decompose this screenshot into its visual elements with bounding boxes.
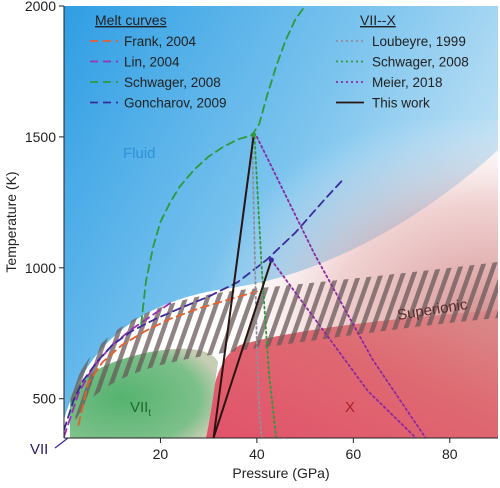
x-tick-label: 20 — [153, 446, 169, 462]
series-line-2 — [140, 6, 307, 326]
legend-entry-label: Schwager, 2008 — [372, 55, 469, 70]
hatch-stripe — [0, 260, 34, 430]
series-line-5 — [253, 135, 278, 438]
region-label-x: X — [345, 399, 355, 416]
region-label-vii: VII — [30, 441, 48, 458]
x-tick-label: 80 — [442, 446, 458, 462]
series-line-3 — [64, 177, 345, 432]
y-axis-title: Temperature (K) — [3, 171, 19, 272]
x-tick-label: 40 — [249, 446, 265, 462]
plot-area — [0, 6, 498, 438]
legend-group-title: Melt curves — [95, 12, 167, 28]
y-tick-label: 2000 — [25, 0, 56, 14]
legend-entry-label: Schwager, 2008 — [124, 75, 221, 90]
x-axis-title: Pressure (GPa) — [232, 465, 329, 481]
series-line-6 — [255, 135, 427, 438]
x-phase-region — [200, 310, 498, 438]
series-layer — [64, 6, 427, 438]
legend-entry-label: This work — [372, 96, 430, 111]
region-label-fluid: Fluid — [123, 145, 156, 162]
series-line-0 — [77, 290, 258, 426]
hatch-stripe — [0, 260, 12, 430]
y-tick-label: 1000 — [25, 260, 56, 276]
region-label-vii-t: VIIt — [130, 399, 151, 419]
series-line-4 — [251, 135, 263, 438]
series-line-9 — [212, 259, 273, 438]
legend-entry-label: Lin, 2004 — [124, 55, 180, 70]
series-line-7 — [270, 259, 417, 438]
legend-entry-label: Meier, 2018 — [372, 75, 443, 90]
legend-entry-label: Frank, 2004 — [124, 34, 197, 49]
y-tick-label: 500 — [33, 391, 57, 407]
vii-pointer-line — [54, 437, 69, 449]
legend-entry-label: Loubeyre, 1999 — [372, 34, 466, 49]
triple-point-marker — [250, 132, 257, 138]
legend: Melt curves Frank, 2004 Lin, 2004 Schwager,… — [90, 12, 469, 111]
hatch-stripe — [0, 260, 1, 430]
axes-layer: 20 40 60 80 500 1000 1500 2000 Pressure (GPa) Tem… — [3, 0, 458, 481]
legend-group-title: VII--X — [360, 12, 396, 28]
triple-point-marker — [268, 257, 274, 263]
x-tick-label: 60 — [346, 446, 362, 462]
y-tick-label: 1500 — [25, 129, 56, 145]
series-line-8 — [212, 135, 255, 438]
hatch-stripe — [0, 260, 23, 430]
legend-entry-label: Goncharov, 2009 — [124, 96, 227, 111]
